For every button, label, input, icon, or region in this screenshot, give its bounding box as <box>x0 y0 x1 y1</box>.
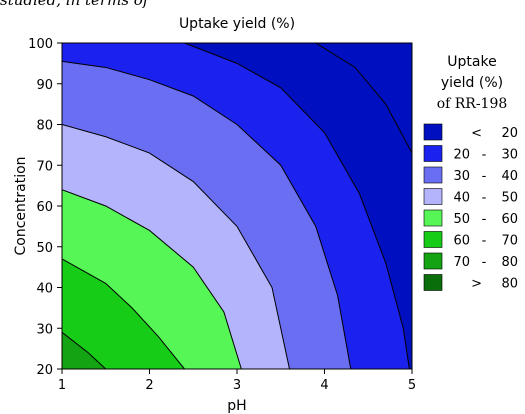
legend-title-line-2: yield (%) <box>440 75 504 91</box>
x-tick-label: 2 <box>145 378 153 393</box>
legend-title-line-3: of RR-198 <box>436 96 508 112</box>
y-tick-label: 20 <box>36 363 53 378</box>
legend-swatch <box>423 123 443 141</box>
contour-line <box>62 60 352 369</box>
legend-swatch <box>423 231 443 248</box>
legend-label-low: > <box>471 277 482 292</box>
contour-line <box>315 43 412 154</box>
legend-label-dash: - <box>482 234 487 249</box>
cropped-caption-text: studied, in terms of <box>0 0 149 9</box>
contour-line <box>62 331 107 369</box>
y-tick-label: 100 <box>28 37 53 52</box>
y-tick-label: 70 <box>36 159 53 174</box>
legend-label-dash: - <box>482 255 487 270</box>
y-tick-label: 40 <box>36 282 53 297</box>
legend-label-low: 40 <box>453 191 470 206</box>
legend-label-low: 50 <box>453 212 470 227</box>
legend-swatch <box>423 166 443 184</box>
legend-label-high: 30 <box>501 148 518 163</box>
legend-label-high: 80 <box>501 277 518 292</box>
legend-label-high: 80 <box>501 255 518 270</box>
legend-swatch <box>423 252 443 270</box>
y-axis-label: Concentration <box>13 156 29 255</box>
plot-area <box>62 43 412 369</box>
y-tick-label: 80 <box>36 119 53 134</box>
y-tick-label: 90 <box>36 78 53 93</box>
x-axis: 1 2 3 4 5 <box>58 369 416 393</box>
legend-swatch <box>423 145 443 162</box>
legend-label-dash: - <box>482 191 487 206</box>
legend-label-dash: - <box>482 169 487 184</box>
contour-line <box>62 124 290 369</box>
y-tick-label: 30 <box>36 322 53 337</box>
x-axis-label: pH <box>227 398 246 414</box>
contour-region <box>62 258 185 369</box>
x-tick-label: 3 <box>233 378 241 393</box>
contour-line <box>62 258 185 369</box>
x-tick-label: 5 <box>408 378 416 393</box>
legend-swatch <box>423 209 443 227</box>
y-tick-label: 50 <box>36 241 53 256</box>
y-axis: 20 30 40 50 60 70 80 90 100 <box>28 37 62 378</box>
y-tick-label: 60 <box>36 200 53 215</box>
legend-label-low: 70 <box>453 255 470 270</box>
legend-label-low: < <box>471 126 482 141</box>
legend-label-dash: - <box>482 148 487 163</box>
legend-label-dash: - <box>482 212 487 227</box>
legend-swatch <box>423 188 443 205</box>
contour-lines <box>62 43 412 369</box>
contour-line <box>62 189 242 369</box>
contour-region <box>62 332 106 369</box>
legend-label-high: 70 <box>501 234 518 249</box>
legend-label-low: 60 <box>453 234 470 249</box>
chart-title: Uptake yield (%) <box>179 16 295 32</box>
legend-label-high: 50 <box>501 191 518 206</box>
x-tick-label: 1 <box>58 378 66 393</box>
legend-title-line-1: Uptake <box>447 54 497 70</box>
legend-label-high: 20 <box>501 126 518 141</box>
legend-label-low: 30 <box>453 169 470 184</box>
x-tick-label: 4 <box>320 378 328 393</box>
legend-label-low: 20 <box>453 148 470 163</box>
legend-label-high: 60 <box>501 212 518 227</box>
contour-line <box>184 43 410 369</box>
legend-label-high: 40 <box>501 169 518 184</box>
legend-swatch <box>423 274 443 291</box>
